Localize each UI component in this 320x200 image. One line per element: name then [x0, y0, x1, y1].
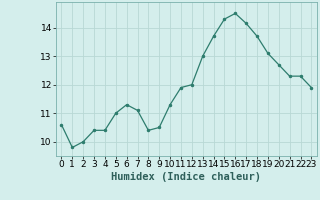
X-axis label: Humidex (Indice chaleur): Humidex (Indice chaleur): [111, 172, 261, 182]
